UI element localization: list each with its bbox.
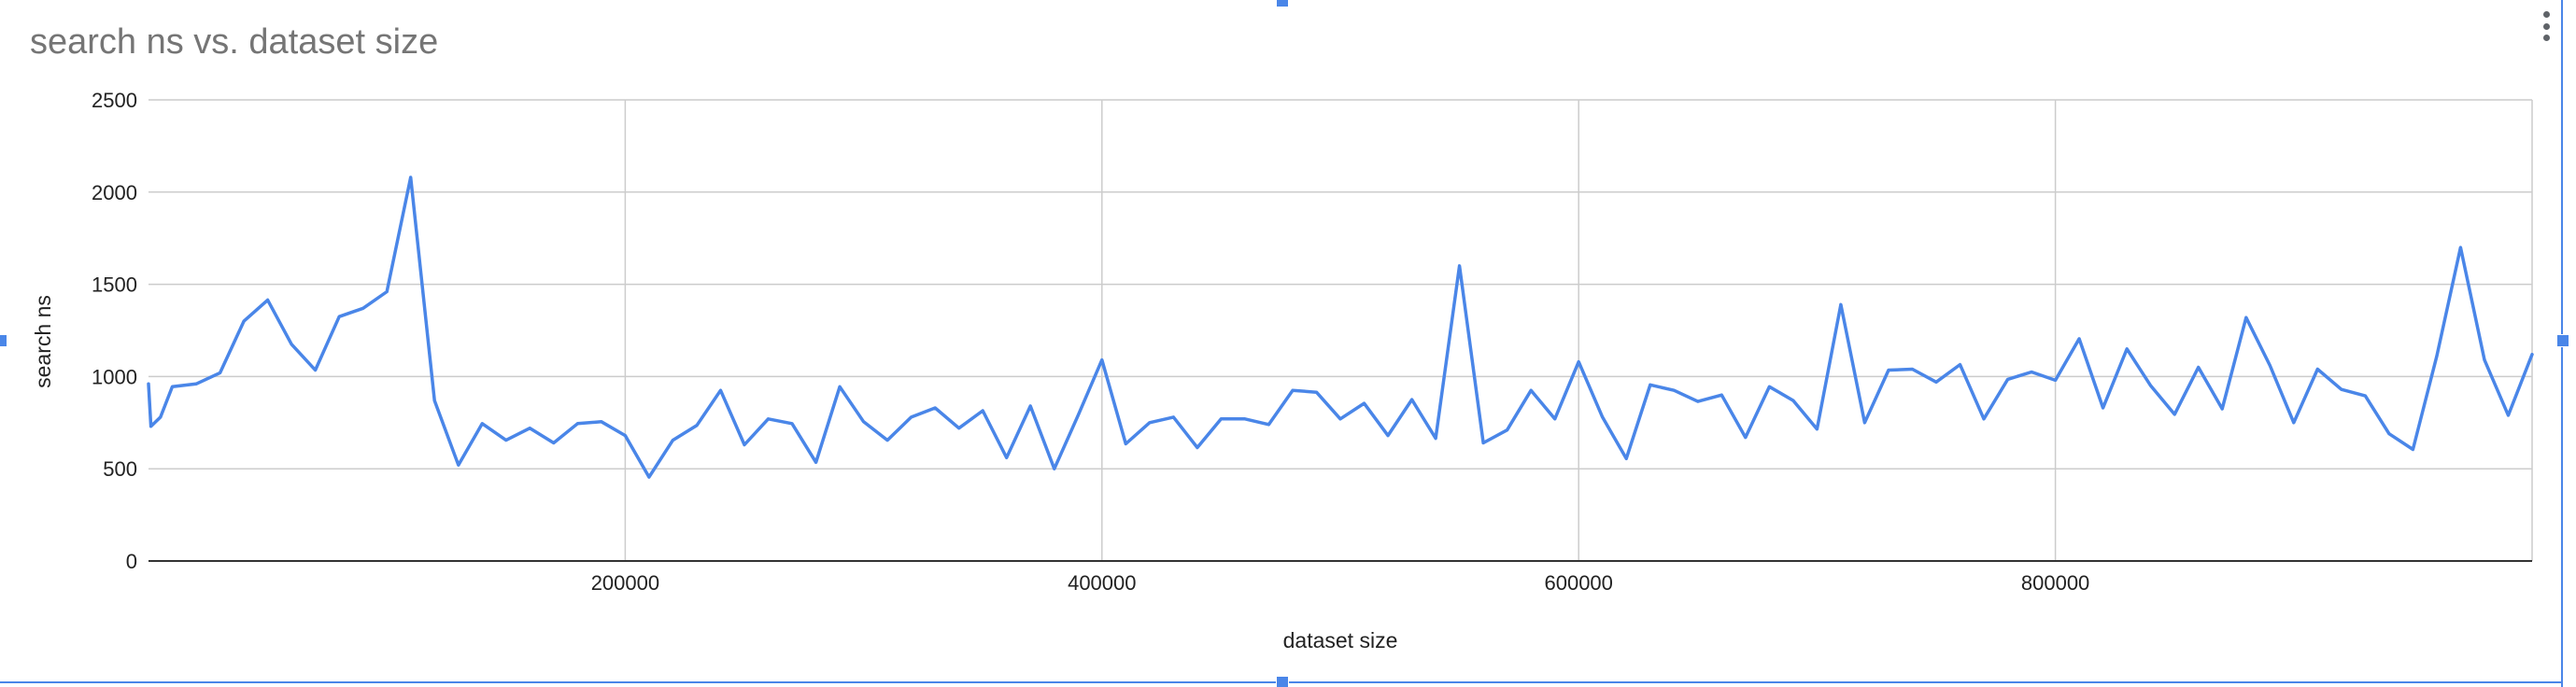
chart-title: search ns vs. dataset size [30, 22, 439, 62]
y-tick-label: 2500 [92, 89, 137, 112]
x-tick-label: 400000 [1068, 571, 1136, 595]
kebab-dot [2542, 22, 2550, 30]
y-tick-label: 1500 [92, 273, 137, 297]
gridlines [149, 99, 2533, 561]
x-tick-label: 200000 [591, 571, 659, 595]
kebab-dot [2542, 11, 2550, 18]
series-line [147, 175, 2534, 479]
tick-labels: 0 500 1000 1500 2000 2500 200000 400000 600000 80… [92, 89, 2089, 595]
x-tick-label: 800000 [2021, 571, 2089, 595]
y-tick-label: 2000 [92, 181, 137, 204]
x-axis-title: dataset size [1283, 628, 1398, 652]
y-axis-title: search ns [31, 295, 55, 388]
resize-handle-right[interactable] [2556, 334, 2569, 347]
y-tick-label: 500 [103, 457, 137, 481]
kebab-dot [2542, 35, 2550, 41]
y-tick-label: 0 [126, 550, 137, 573]
more-options-icon[interactable] [2537, 7, 2555, 45]
x-tick-label: 600000 [1544, 571, 1612, 595]
series-layer [147, 175, 2534, 479]
y-tick-label: 1000 [92, 365, 137, 388]
resize-handle-bottom[interactable] [1276, 676, 1289, 687]
resize-handle-top[interactable] [1276, 0, 1289, 7]
resize-handle-left[interactable] [0, 334, 7, 347]
